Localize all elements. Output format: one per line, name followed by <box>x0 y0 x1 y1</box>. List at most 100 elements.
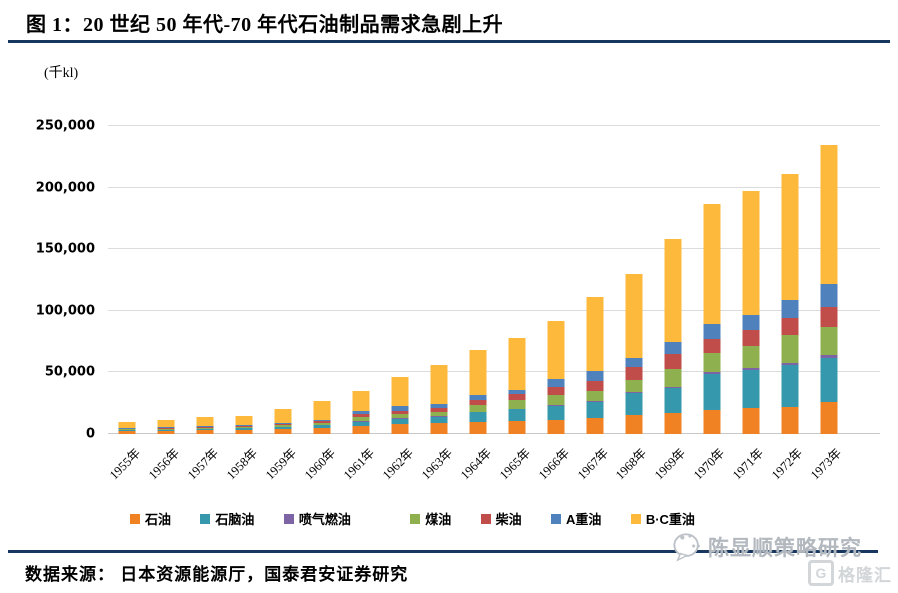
legend-item: 柴油 <box>480 509 522 528</box>
bar-segment <box>235 425 253 428</box>
legend-label: 石油 <box>145 512 172 527</box>
legend-swatch-icon <box>630 513 641 524</box>
bar-segment <box>391 406 409 411</box>
bar-segment <box>313 427 331 434</box>
stacked-bar <box>781 126 799 434</box>
bar-segment <box>664 354 682 369</box>
bar-segment <box>235 415 253 425</box>
x-axis-tick-label: 1970年 <box>691 445 728 483</box>
bar-segment <box>508 400 526 409</box>
gridline <box>108 433 880 434</box>
stacked-bar <box>274 126 292 434</box>
bar-segment <box>196 427 214 429</box>
stacked-bar <box>430 126 448 434</box>
bar-segment <box>391 424 409 434</box>
legend-swatch-icon <box>480 513 491 524</box>
bar-segment <box>469 405 487 412</box>
bar-segment <box>469 350 487 396</box>
bar-segment <box>313 421 331 424</box>
bar-segment <box>625 367 643 380</box>
x-axis-tick-label: 1958年 <box>223 445 261 483</box>
bars-container: 1955年 1956年 1957年 1958年 1959年 1960年 1961年 1962年… <box>107 126 848 482</box>
bar-segment <box>391 418 409 419</box>
bar-segment <box>508 394 526 401</box>
bar-segment <box>469 421 487 434</box>
legend-item: B·C重油 <box>630 509 695 528</box>
bar-segment <box>781 365 799 407</box>
bar-segment <box>196 430 214 434</box>
bar-segment <box>625 414 643 434</box>
bar-segment <box>625 379 643 392</box>
bar-segment <box>820 326 838 356</box>
legend-swatch-icon <box>283 513 294 524</box>
bar-column-1970: 1970年 <box>691 126 731 482</box>
bar-segment <box>508 409 526 422</box>
bar-segment <box>352 421 370 426</box>
bar-segment <box>547 320 565 380</box>
bar-segment <box>664 368 682 387</box>
brand-logo: G 格隆汇 <box>808 560 892 586</box>
bar-segment <box>118 430 136 431</box>
legend-item: 石油 <box>130 509 171 528</box>
bar-segment <box>625 357 643 368</box>
bar-column-1956: 1956年 <box>146 126 186 482</box>
bar-segment <box>508 337 526 391</box>
bar-segment <box>469 395 487 400</box>
stacked-bar <box>391 126 409 434</box>
data-source-note: 数据来源： 日本资源能源厅，国泰君安证券研究 <box>25 565 409 584</box>
bar-segment <box>235 427 253 429</box>
x-axis-tick-label: 1957年 <box>184 445 222 483</box>
stacked-bar <box>118 126 136 434</box>
legend-label: A重油 <box>566 512 602 527</box>
legend-label: 煤油 <box>425 512 452 527</box>
bar-segment <box>508 390 526 395</box>
bar-segment <box>586 401 604 403</box>
author-watermark: 陈显顺策略研究 <box>672 531 862 563</box>
y-axis-tick-label: 50,000 <box>44 364 95 380</box>
legend-swatch-icon <box>410 513 421 524</box>
bar-segment <box>235 429 253 434</box>
stacked-bar <box>508 126 526 434</box>
bar-segment <box>196 426 214 428</box>
bar-segment <box>274 425 292 427</box>
y-axis-tick-label: 0 <box>85 426 95 442</box>
stacked-bar <box>703 126 721 434</box>
bar-segment <box>430 422 448 434</box>
legend-label: B·C重油 <box>645 512 695 527</box>
bar-segment <box>820 144 838 284</box>
x-axis-tick-label: 1963年 <box>418 445 455 483</box>
bar-segment <box>742 191 760 315</box>
stacked-bar <box>196 126 214 434</box>
bar-segment <box>196 428 214 431</box>
bar-segment <box>469 399 487 406</box>
bar-segment <box>625 391 643 393</box>
x-axis-tick-label: 1966年 <box>535 445 572 483</box>
x-axis-tick-label: 1960年 <box>301 445 339 483</box>
bar-segment <box>625 392 643 415</box>
speech-bubble-icon <box>673 533 700 562</box>
bar-segment <box>352 410 370 414</box>
bar-column-1972: 1972年 <box>769 126 809 482</box>
x-axis-tick-label: 1961年 <box>340 445 378 483</box>
x-axis-tick-label: 1962年 <box>379 445 416 483</box>
bar-segment <box>586 297 604 372</box>
bar-segment <box>703 409 721 434</box>
bar-column-1959: 1959年 <box>263 126 303 482</box>
bar-segment <box>625 273 643 358</box>
bar-segment <box>586 380 604 391</box>
x-axis-tick-label: 1955年 <box>106 445 144 483</box>
bar-column-1955: 1955年 <box>107 126 147 482</box>
bar-column-1960: 1960年 <box>302 126 342 482</box>
bar-segment <box>469 411 487 413</box>
bar-segment <box>508 408 526 410</box>
bar-segment <box>274 426 292 429</box>
x-axis-tick-label: 1971年 <box>730 445 767 483</box>
bar-segment <box>820 401 838 434</box>
stacked-bar <box>235 126 253 434</box>
bar-segment <box>196 417 214 426</box>
bar-column-1965: 1965年 <box>496 126 537 482</box>
bar-segment <box>547 395 565 406</box>
bar-segment <box>118 430 136 434</box>
gridline <box>108 371 880 373</box>
